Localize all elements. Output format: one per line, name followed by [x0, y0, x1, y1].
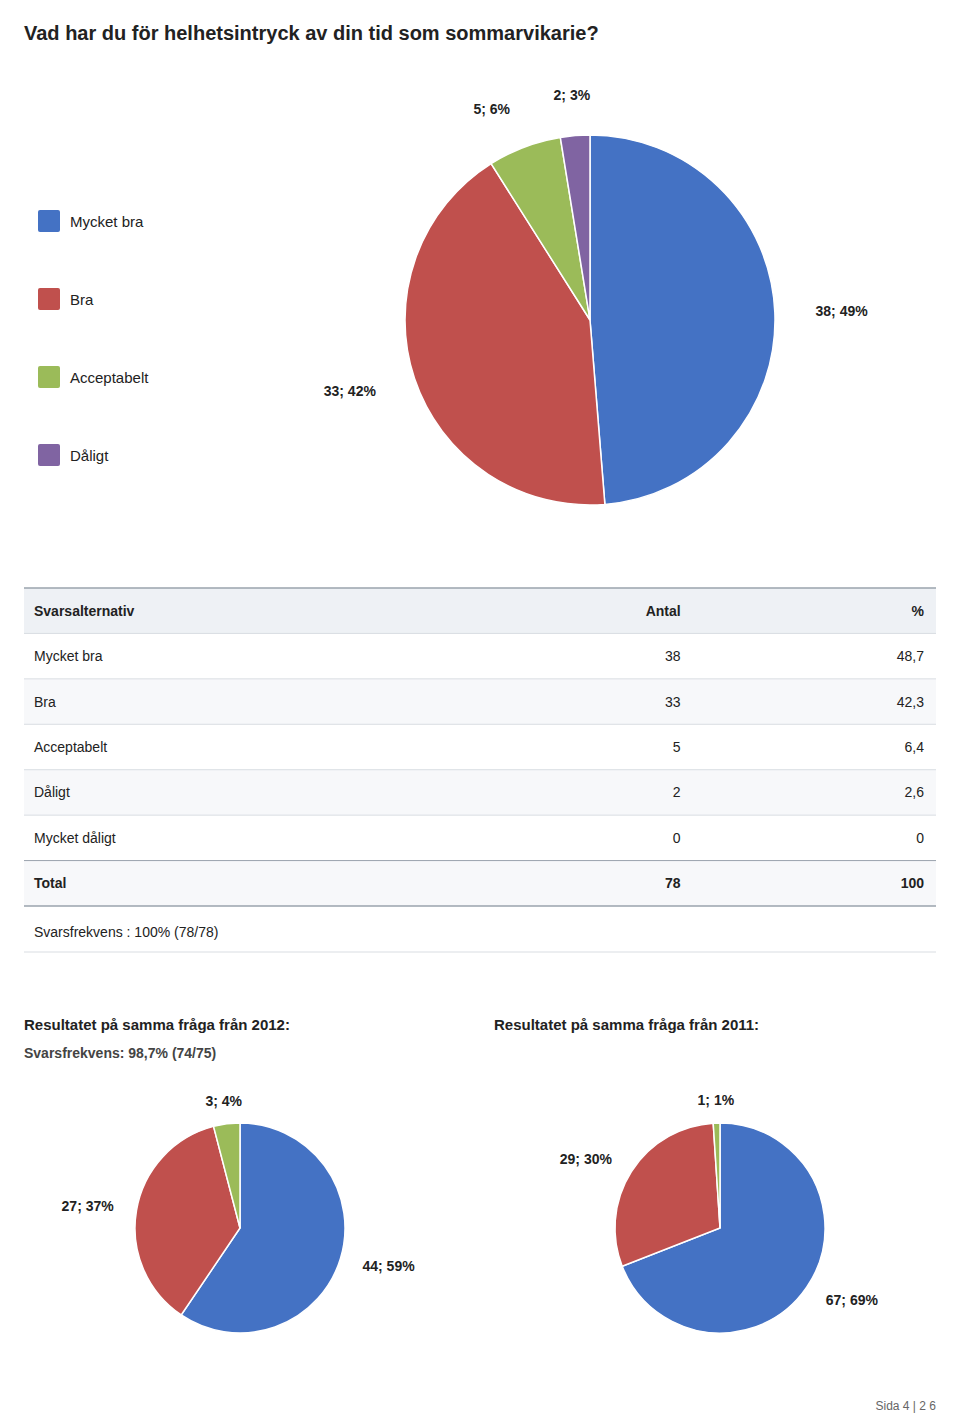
table-rule [24, 678, 936, 679]
data-label: 44; 59% [362, 1258, 415, 1274]
legend-swatch [38, 288, 60, 310]
table-cell: 5 [673, 739, 681, 755]
table-rule [24, 587, 936, 589]
table-cell: 0 [673, 830, 681, 846]
table-rule [24, 905, 936, 907]
legend-label: Mycket bra [70, 213, 144, 230]
table-category: Mycket bra [34, 648, 103, 664]
legend-label: Acceptabelt [70, 369, 149, 386]
annotation: Svarsfrekvens : 100% (78/78) [34, 924, 218, 940]
pie-slice [560, 135, 590, 320]
chart-subtitle: Svarsfrekvens: 98,7% (74/75) [24, 1045, 216, 1061]
table-cell: 42,3 [897, 694, 924, 710]
chart-title: Resultatet på samma fråga från 2012: [24, 1016, 290, 1033]
table-cell: 0 [916, 830, 924, 846]
table-rule [24, 769, 936, 770]
table-header: % [912, 603, 925, 619]
legend: Mycket bra Bra Acceptabelt Dåligt [38, 210, 149, 466]
pie [135, 1123, 345, 1333]
table-rule [24, 952, 936, 953]
data-label: 2; 3% [554, 87, 591, 103]
table-category: Acceptabelt [34, 739, 107, 755]
table-row-bg [24, 861, 936, 906]
table-row-bg [24, 679, 936, 724]
pie [615, 1123, 825, 1333]
pie-slice [713, 1123, 720, 1228]
table-cell: 48,7 [897, 648, 924, 664]
pie-slice [615, 1123, 720, 1266]
data-label: 27; 37% [62, 1198, 115, 1214]
table-rule [24, 724, 936, 725]
footer: Sida 4 | 2 6 [876, 1399, 937, 1413]
data-label: 67; 69% [826, 1292, 879, 1308]
data-label: 29; 30% [560, 1151, 613, 1167]
data-label: 38; 49% [816, 303, 869, 319]
pie-slice [214, 1123, 240, 1228]
table-category: Dåligt [34, 784, 70, 800]
data-label: 33; 42% [324, 383, 377, 399]
legend-swatch [38, 366, 60, 388]
table-cell: 100 [901, 875, 925, 891]
table-cell: 2,6 [905, 784, 925, 800]
table-header: Svarsalternativ [34, 603, 135, 619]
chart-title: Resultatet på samma fråga från 2011: [494, 1016, 759, 1033]
table-cell: 78 [665, 875, 681, 891]
table-category: Bra [34, 694, 56, 710]
pie-slice [590, 135, 775, 504]
table-cell: 33 [665, 694, 681, 710]
background [0, 0, 960, 1428]
table-category: Total [34, 875, 66, 891]
table: Svarsalternativ Antal% Mycket bra 38 48,7 Bra… [24, 588, 936, 952]
table-row-bg [24, 770, 936, 815]
legend-label: Bra [70, 291, 94, 308]
title: Vad har du för helhetsintryck av din tid… [24, 22, 599, 44]
table-header: Antal [646, 603, 681, 619]
page: Vad har du för helhetsintryck av din tid… [0, 0, 960, 1428]
table-header-bg [24, 588, 936, 633]
table-cell: 6,4 [905, 739, 925, 755]
table-rule [24, 633, 936, 634]
legend-swatch [38, 444, 60, 466]
table-rule [24, 860, 936, 861]
table-rule [24, 815, 936, 816]
table-cell: 2 [673, 784, 681, 800]
data-label: 3; 4% [205, 1093, 242, 1109]
data-label: 5; 6% [473, 101, 510, 117]
table-cell: 38 [665, 648, 681, 664]
data-label: 1; 1% [698, 1092, 735, 1108]
table-category: Mycket dåligt [34, 830, 116, 846]
legend-swatch [38, 210, 60, 232]
pie [405, 135, 775, 505]
legend-label: Dåligt [70, 447, 109, 464]
